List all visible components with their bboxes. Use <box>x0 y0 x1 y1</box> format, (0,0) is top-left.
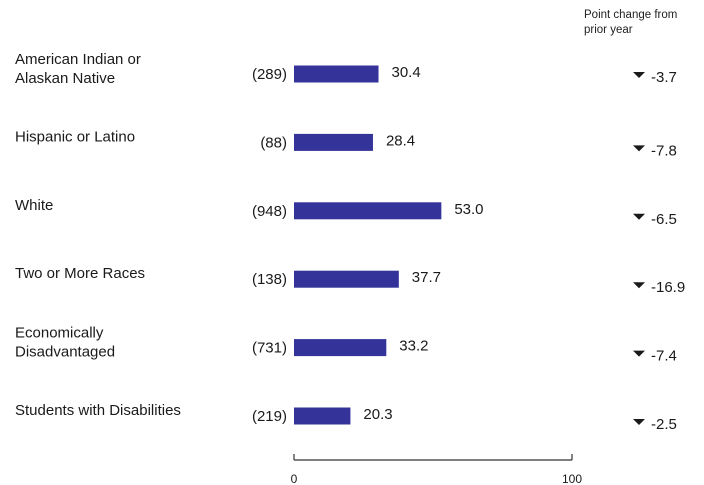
down-arrow-icon <box>633 419 645 425</box>
count-label: (948) <box>252 203 287 220</box>
down-arrow-icon <box>633 72 645 78</box>
count-label: (138) <box>252 271 287 288</box>
count-label: (731) <box>252 340 287 357</box>
category-label: Two or More Races <box>15 265 145 282</box>
category-label: Hispanic or Latino <box>15 128 135 145</box>
count-label: (289) <box>252 66 287 83</box>
count-label: (219) <box>252 408 287 425</box>
change-label: -3.7 <box>651 69 677 86</box>
category-labels: American Indian or Alaskan Native (289) His… <box>15 51 287 425</box>
bars: 30.4 28.4 53.0 37.7 33.2 20.3 <box>294 64 484 425</box>
category-label: White <box>15 197 53 214</box>
down-arrow-icon <box>633 145 645 152</box>
category-label: Students with Disabilities <box>15 402 181 419</box>
value-label: 30.4 <box>392 64 421 81</box>
value-label: 37.7 <box>412 269 441 286</box>
bar <box>294 133 373 151</box>
change-indicators: -3.7 -7.8 -6.5 -16.9 -7.4 -2.5 <box>633 69 685 433</box>
value-label: 20.3 <box>363 406 392 423</box>
value-label: 33.2 <box>399 338 428 355</box>
change-column-title: Point change from prior year <box>584 9 678 36</box>
change-label: -2.5 <box>651 416 677 433</box>
x-tick-label: 100 <box>562 472 582 485</box>
x-tick-label: 0 <box>291 472 298 485</box>
category-label: Economically <box>15 325 104 342</box>
value-label: 53.0 <box>454 201 483 218</box>
down-arrow-icon <box>633 213 645 220</box>
category-label: American Indian or <box>15 51 141 68</box>
change-label: -7.8 <box>651 142 677 159</box>
change-label: -6.5 <box>651 211 677 228</box>
down-arrow-icon <box>633 350 645 357</box>
down-arrow-icon <box>633 282 645 289</box>
bar <box>294 65 379 83</box>
bar <box>294 407 351 425</box>
bar <box>294 202 442 220</box>
category-label: Alaskan Native <box>15 70 115 87</box>
count-label: (88) <box>260 134 287 151</box>
change-label: -16.9 <box>651 279 685 296</box>
x-axis: 0 100 <box>291 454 582 485</box>
category-label: Disadvantaged <box>15 344 115 361</box>
change-label: -7.4 <box>651 348 677 365</box>
bar <box>294 270 399 288</box>
value-label: 28.4 <box>386 132 415 149</box>
bar <box>294 339 387 357</box>
